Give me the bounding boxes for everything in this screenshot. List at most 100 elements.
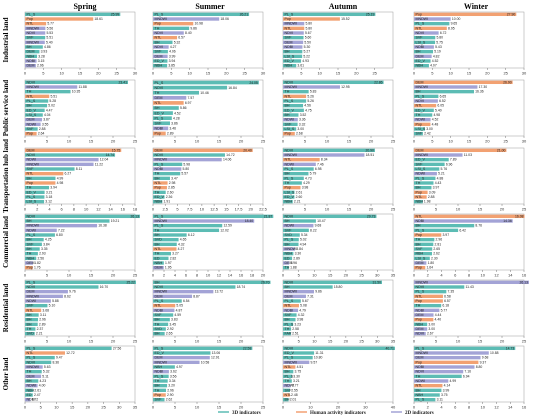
tick-label: 25 — [114, 71, 119, 76]
bar — [25, 63, 36, 68]
bar — [283, 327, 292, 331]
value-label: 25.19 — [366, 12, 375, 16]
category-label: DEM — [416, 80, 424, 84]
category-label: NBH — [27, 388, 35, 392]
category-label: BH — [27, 322, 32, 326]
category-label: Pop — [416, 190, 422, 194]
value-label: 2.42 — [424, 132, 431, 136]
category-label: NTL — [416, 214, 423, 218]
bar — [153, 379, 168, 383]
value-label: 3.00 — [426, 127, 433, 131]
value-label: 14.36 — [503, 219, 512, 223]
bar — [283, 322, 294, 327]
bar — [153, 214, 274, 219]
bar — [153, 247, 177, 251]
tick-label: 0 — [24, 405, 27, 410]
tick-label: 0 — [24, 139, 27, 144]
value-label: 6.96 — [446, 162, 453, 166]
bar — [414, 242, 434, 247]
category-label: NTL — [285, 365, 292, 369]
tick-label: 10 — [481, 273, 486, 278]
category-label: PL_S — [416, 94, 425, 98]
bar — [153, 131, 166, 136]
tick-label: 20 — [111, 339, 116, 344]
value-label: 2.65 — [433, 247, 440, 251]
category-label: BH — [155, 176, 160, 180]
value-label: 3.56 — [170, 374, 177, 378]
value-label: 4.99 — [57, 176, 64, 180]
tick-label: 0 — [413, 339, 416, 344]
panel-frame — [152, 279, 264, 337]
value-label: 2.77 — [292, 384, 299, 388]
bar — [283, 360, 310, 365]
tick-label: 30 — [522, 139, 527, 144]
category-label: BH — [27, 45, 32, 49]
value-label: 11.88 — [78, 85, 86, 89]
category-label: NDWI — [27, 122, 37, 126]
tick-label: 20 — [354, 71, 359, 76]
value-label: 2.81 — [435, 242, 442, 246]
value-label: 5.60 — [305, 36, 312, 40]
category-label: BH — [155, 318, 160, 322]
category-label: TH — [155, 26, 160, 30]
category-label: NDVI — [285, 148, 294, 152]
bar — [25, 190, 45, 195]
value-label: 4.98 — [57, 181, 64, 185]
category-label: TH — [155, 322, 160, 326]
value-label: 4.88 — [437, 176, 444, 180]
bar — [153, 383, 168, 388]
value-label: 16.38 — [98, 224, 107, 228]
bar — [414, 17, 451, 21]
category-label: ED_V — [27, 190, 37, 194]
bar — [414, 285, 465, 289]
value-label: 4.51 — [297, 365, 304, 369]
tick-label: 0 — [413, 273, 416, 278]
category-label: PL_S — [155, 162, 164, 166]
category-label: NBH — [155, 261, 163, 265]
tick-label: 6 — [61, 207, 64, 212]
value-label: 3.83 — [171, 318, 178, 322]
value-label: 3.30 — [295, 252, 302, 256]
tick-label: 10 — [308, 405, 313, 410]
value-label: 1.80 — [428, 261, 435, 265]
value-label: 2.30 — [431, 256, 438, 260]
category-label: SVF — [155, 50, 163, 54]
value-label: 4.87 — [176, 308, 183, 312]
category-label: BH — [155, 332, 160, 336]
tick-label: 12.5 — [210, 207, 219, 212]
value-label: 4.47 — [46, 108, 53, 112]
bar — [25, 228, 57, 233]
value-label: 5.51 — [50, 94, 57, 98]
tick-label: 4 — [174, 273, 177, 278]
value-label: 8.11 — [76, 167, 82, 171]
value-label: 5.27 — [304, 50, 311, 54]
bar — [25, 331, 35, 336]
bar — [153, 351, 211, 355]
category-label: TH — [285, 379, 290, 383]
panel-frame — [152, 345, 264, 403]
bar — [414, 199, 423, 204]
bar — [283, 45, 303, 49]
value-label: 5.11 — [42, 374, 48, 378]
tick-label: 20 — [224, 71, 229, 76]
panel-frame — [152, 147, 264, 205]
bar — [414, 261, 427, 265]
bar — [414, 113, 433, 117]
category-label: DEM — [285, 294, 293, 298]
bar — [25, 360, 52, 365]
bar — [153, 393, 166, 397]
value-label: 3.28 — [38, 54, 45, 58]
value-label: 5.08 — [300, 304, 307, 308]
category-label: SVF — [27, 36, 35, 40]
legend-label: Human activity indicators — [310, 411, 366, 416]
tick-label: 10 — [59, 71, 64, 76]
value-label: 2.92 — [167, 327, 174, 331]
category-label: BH — [285, 318, 290, 322]
bar — [283, 331, 291, 336]
bar — [25, 289, 68, 294]
category-label: NTL — [416, 104, 423, 108]
value-label: 26.13 — [130, 214, 139, 218]
bar — [25, 59, 37, 63]
panel-frame — [282, 279, 394, 337]
season-title-autumn: Autumn — [329, 2, 358, 11]
